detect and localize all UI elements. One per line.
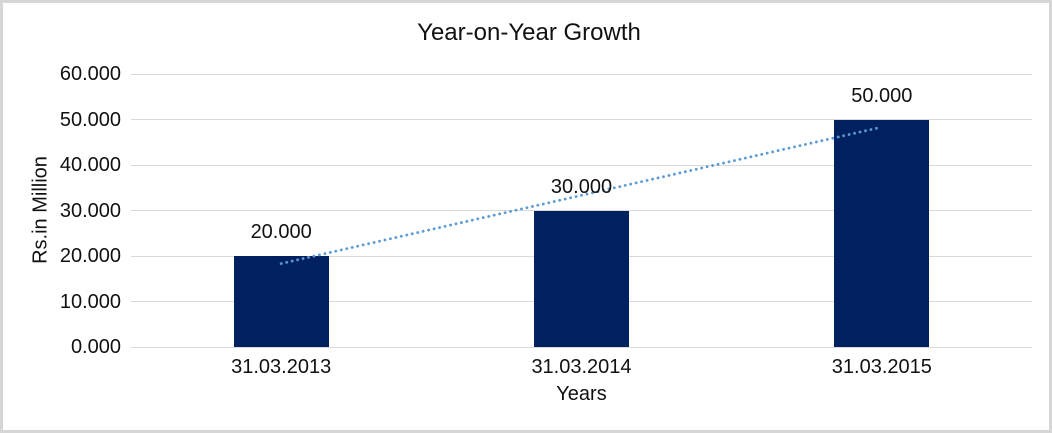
trendline-layer bbox=[279, 125, 884, 265]
bar-31.03.2015 bbox=[834, 119, 930, 347]
chart-title: Year-on-Year Growth bbox=[417, 19, 641, 46]
gridline bbox=[131, 346, 1032, 348]
y-tick-label: 50.000 bbox=[59, 108, 121, 131]
gridline bbox=[131, 164, 1032, 166]
bar-31.03.2013 bbox=[233, 256, 329, 347]
gridline bbox=[131, 119, 1032, 120]
x-axis-title: Years bbox=[556, 383, 607, 405]
y-tick-label: 30.000 bbox=[59, 199, 121, 222]
y-tick-label: 60.000 bbox=[59, 63, 121, 85]
x-tick-label: 31.03.2015 bbox=[831, 356, 932, 378]
y-tick-label: 20.000 bbox=[59, 245, 121, 267]
trendline bbox=[279, 125, 884, 265]
y-tick-label: 0.000 bbox=[70, 336, 121, 358]
y-tick-label: 40.000 bbox=[59, 154, 121, 176]
bar-value-label: 30.000 bbox=[550, 175, 613, 198]
bar-value-label: 20.000 bbox=[250, 221, 312, 243]
gridline bbox=[131, 73, 1032, 75]
y-tick-label: 10.000 bbox=[59, 290, 121, 313]
bar-value-label: 50.000 bbox=[851, 84, 913, 107]
x-tick-label: 31.03.2013 bbox=[231, 356, 332, 378]
x-tick-label: 31.03.2014 bbox=[531, 356, 632, 378]
bar-31.03.2014 bbox=[534, 210, 629, 347]
